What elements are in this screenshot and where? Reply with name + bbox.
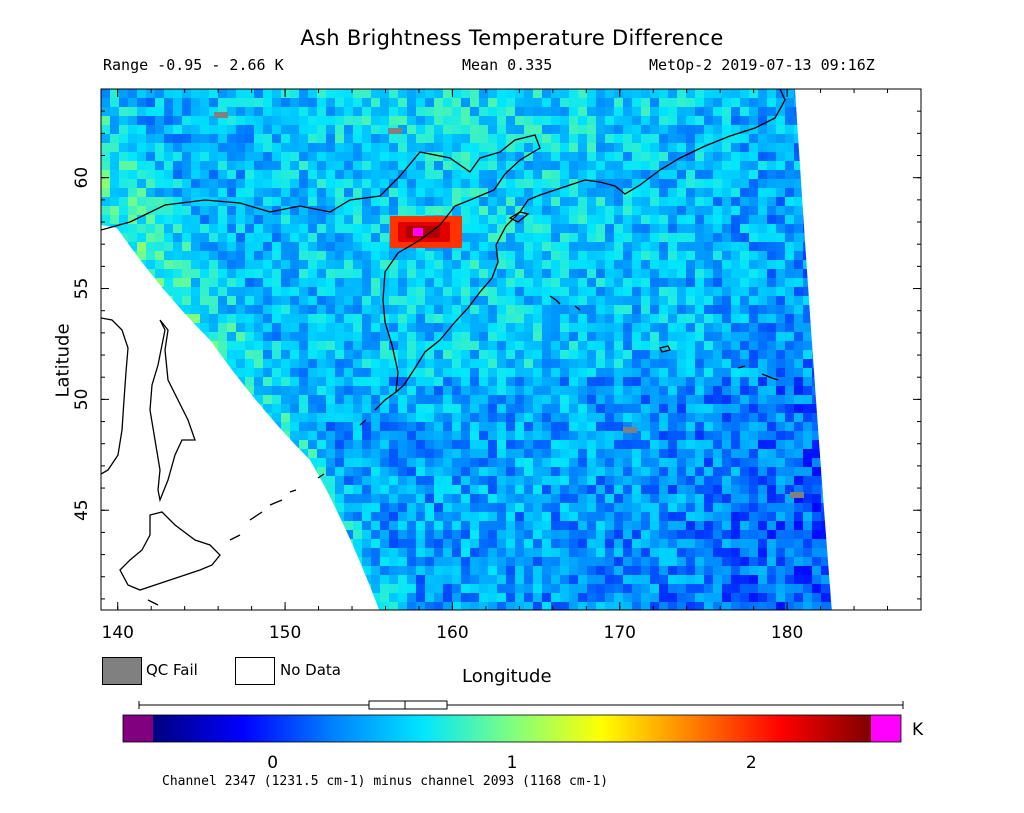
- mean-text: Mean 0.335: [462, 56, 553, 74]
- qc-fail-pixel: [388, 128, 402, 134]
- peninsula-south: [374, 391, 397, 411]
- sakhalin-coast: [149, 319, 196, 503]
- island-4: [737, 365, 779, 381]
- island-2: [549, 295, 581, 311]
- no-data-region-west: [101, 225, 380, 610]
- range-text: Range -0.95 - 2.66 K: [103, 56, 284, 74]
- island-3: [659, 345, 671, 353]
- mainland-coast: [101, 317, 129, 475]
- x-axis-ticks: 140 150 160 170 180: [102, 89, 889, 643]
- y-tick-label: 60: [72, 167, 92, 189]
- no-data-label: No Data: [280, 661, 341, 679]
- y-tick-label: 55: [72, 278, 92, 300]
- plot-frame: [100, 88, 922, 611]
- qc-fail-swatch: [102, 657, 142, 685]
- x-tick-label: 180: [771, 623, 803, 643]
- y-axis-ticks: 45 50 55 60: [72, 110, 921, 600]
- qc-fail-pixel: [214, 112, 228, 118]
- channel-description: Channel 2347 (1231.5 cm-1) minus channel…: [162, 774, 609, 789]
- colorbar-unit: K: [912, 720, 924, 740]
- map-title: Ash Brightness Temperature Difference: [300, 26, 724, 50]
- x-tick-label: 170: [604, 623, 636, 643]
- x-tick-label: 140: [102, 623, 134, 643]
- hokkaido-coast: [119, 511, 221, 591]
- hotspot-max-pixel: [413, 228, 423, 236]
- x-axis-label: Longitude: [462, 666, 552, 687]
- qc-fail-label: QC Fail: [146, 661, 198, 679]
- island-1: [508, 211, 530, 223]
- no-data-region-east: [795, 89, 921, 610]
- satellite-time-text: MetOp-2 2019-07-13 09:16Z: [649, 56, 875, 74]
- island-5: [147, 599, 159, 606]
- no-data-swatch: [235, 657, 275, 685]
- y-axis-label: Latitude: [52, 323, 74, 398]
- x-tick-label: 150: [269, 623, 301, 643]
- y-tick-label: 45: [72, 499, 92, 521]
- x-tick-label: 160: [436, 623, 468, 643]
- qc-fail-pixel: [623, 427, 637, 433]
- kuril-islands: [229, 419, 367, 541]
- coastlines: [101, 89, 786, 606]
- ash-hotspot: [390, 216, 462, 248]
- y-tick-label: 50: [72, 389, 92, 411]
- qc-fail-pixel: [790, 492, 804, 498]
- kamchatka-coast: [101, 89, 786, 394]
